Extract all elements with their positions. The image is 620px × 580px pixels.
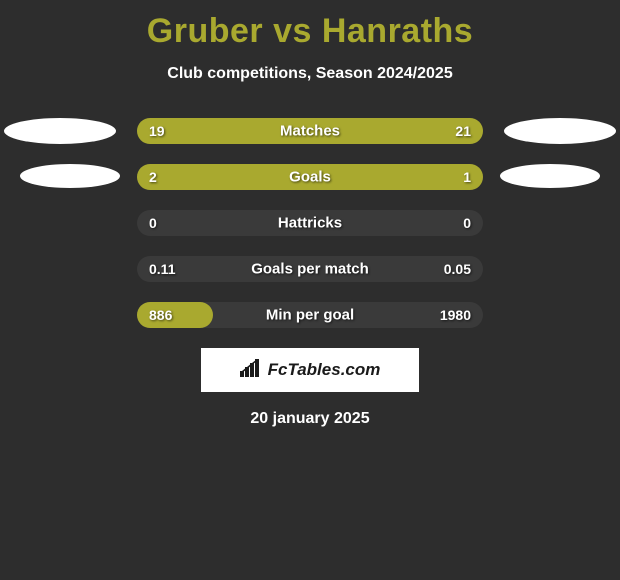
- player-left-ellipse-1: [4, 118, 116, 144]
- player-right-ellipse-2: [500, 164, 600, 188]
- stat-value-right: 0.05: [444, 261, 471, 277]
- brand-text: FcTables.com: [268, 360, 381, 380]
- stat-row: 0 Hattricks 0: [137, 210, 483, 236]
- stat-value-right: 21: [455, 123, 471, 139]
- stat-value-left: 0.11: [149, 261, 175, 277]
- stat-label: Hattricks: [278, 215, 342, 232]
- brand-box[interactable]: FcTables.com: [201, 348, 419, 392]
- stat-value-left: 19: [149, 123, 165, 139]
- stat-value-left: 886: [149, 307, 172, 323]
- player-right-ellipse-1: [504, 118, 616, 144]
- brand-chart-icon: [240, 359, 262, 382]
- stat-label: Matches: [280, 123, 340, 140]
- stat-value-left: 2: [149, 169, 157, 185]
- stat-row: 0.11 Goals per match 0.05: [137, 256, 483, 282]
- stat-label: Goals per match: [251, 261, 369, 278]
- stat-value-right: 0: [463, 215, 471, 231]
- stat-label: Min per goal: [266, 307, 354, 324]
- stat-label: Goals: [289, 169, 331, 186]
- stat-row: 2 Goals 1: [137, 164, 483, 190]
- stat-value-right: 1980: [440, 307, 471, 323]
- stats-container: 19 Matches 21 2 Goals 1 0 Hattricks 0 0.11 Goals p…: [0, 118, 620, 328]
- stat-value-left: 0: [149, 215, 157, 231]
- stat-value-right: 1: [463, 169, 471, 185]
- player-left-ellipse-2: [20, 164, 120, 188]
- date-text: 20 january 2025: [0, 410, 620, 428]
- subtitle: Club competitions, Season 2024/2025: [0, 65, 620, 83]
- stat-row: 886 Min per goal 1980: [137, 302, 483, 328]
- stat-row: 19 Matches 21: [137, 118, 483, 144]
- page-title: Gruber vs Hanraths: [0, 0, 620, 51]
